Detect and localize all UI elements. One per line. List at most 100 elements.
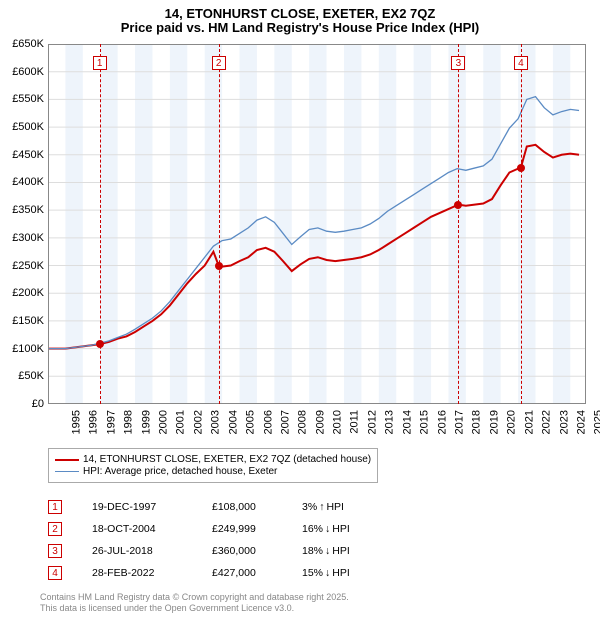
y-tick-label: £250K (2, 260, 44, 272)
title-line1: 14, ETONHURST CLOSE, EXETER, EX2 7QZ (0, 6, 600, 21)
event-hpi-pct: 3% (302, 501, 317, 513)
x-tick-label: 2009 (314, 410, 326, 434)
x-tick-label: 1996 (88, 410, 100, 434)
sale-point-dot (96, 340, 104, 348)
sale-point-dot (454, 201, 462, 209)
event-marker-3: 3 (451, 56, 465, 70)
year-band (100, 44, 117, 404)
event-marker-1: 1 (93, 56, 107, 70)
x-tick-label: 2022 (541, 410, 553, 434)
x-tick-label: 2007 (279, 410, 291, 434)
y-tick-label: £650K (2, 38, 44, 50)
legend: 14, ETONHURST CLOSE, EXETER, EX2 7QZ (de… (48, 448, 378, 483)
event-marker-box: 4 (48, 566, 62, 580)
x-tick-label: 2003 (210, 410, 222, 434)
event-vline (458, 44, 459, 404)
footer-attribution: Contains HM Land Registry data © Crown c… (40, 592, 349, 614)
x-tick-label: 1997 (105, 410, 117, 434)
x-tick-label: 2021 (523, 410, 535, 434)
x-tick-label: 2008 (297, 410, 309, 434)
x-tick-label: 2000 (158, 410, 170, 434)
legend-label: HPI: Average price, detached house, Exet… (83, 466, 277, 477)
x-tick-label: 2005 (245, 410, 257, 434)
y-tick-label: £400K (2, 176, 44, 188)
titles: 14, ETONHURST CLOSE, EXETER, EX2 7QZ Pri… (0, 0, 600, 35)
year-band (379, 44, 396, 404)
footer-line1: Contains HM Land Registry data © Crown c… (40, 592, 349, 603)
x-tick-label: 2020 (506, 410, 518, 434)
event-marker-box: 1 (48, 500, 62, 514)
event-hpi-pct: 16% (302, 523, 323, 535)
legend-swatch (55, 471, 79, 472)
x-tick-label: 2025 (593, 410, 600, 434)
legend-label: 14, ETONHURST CLOSE, EXETER, EX2 7QZ (de… (83, 454, 371, 465)
x-tick-label: 2006 (262, 410, 274, 434)
x-tick-label: 2002 (192, 410, 204, 434)
event-hpi-label: HPI (326, 501, 344, 513)
x-tick-label: 2001 (175, 410, 187, 434)
x-tick-label: 2024 (575, 410, 587, 434)
event-marker-4: 4 (514, 56, 528, 70)
event-marker-2: 2 (212, 56, 226, 70)
chart-container: 14, ETONHURST CLOSE, EXETER, EX2 7QZ Pri… (0, 0, 600, 620)
x-tick-label: 2011 (348, 410, 360, 434)
event-hpi: 16%↓HPI (302, 523, 392, 535)
x-tick-label: 2018 (471, 410, 483, 434)
y-tick-label: £450K (2, 149, 44, 161)
y-tick-label: £50K (2, 370, 44, 382)
event-date: 19-DEC-1997 (92, 501, 212, 513)
y-tick-label: £350K (2, 204, 44, 216)
event-row: 3 26-JUL-2018£360,00018%↓HPI (48, 540, 392, 562)
event-price: £427,000 (212, 567, 302, 579)
y-tick-label: £300K (2, 232, 44, 244)
event-hpi-arrow-icon: ↓ (325, 545, 330, 557)
x-tick-label: 2014 (401, 410, 413, 434)
event-hpi-pct: 18% (302, 545, 323, 557)
event-hpi: 15%↓HPI (302, 567, 392, 579)
year-band (448, 44, 465, 404)
y-tick-label: £0 (2, 398, 44, 410)
title-line2: Price paid vs. HM Land Registry's House … (0, 20, 600, 35)
event-hpi-label: HPI (332, 523, 350, 535)
year-band (344, 44, 361, 404)
x-tick-label: 2017 (454, 410, 466, 434)
event-hpi: 3%↑HPI (302, 501, 392, 513)
sale-point-dot (215, 262, 223, 270)
x-tick-label: 1995 (70, 410, 82, 434)
year-band (274, 44, 291, 404)
year-band (240, 44, 257, 404)
y-tick-label: £200K (2, 287, 44, 299)
sale-events-table: 119-DEC-1997£108,0003%↑HPI218-OCT-2004£2… (48, 496, 392, 584)
year-band (483, 44, 500, 404)
event-hpi-arrow-icon: ↑ (319, 501, 324, 513)
event-price: £360,000 (212, 545, 302, 557)
event-price: £249,999 (212, 523, 302, 535)
event-date: 26-JUL-2018 (92, 545, 212, 557)
x-tick-label: 1999 (140, 410, 152, 434)
x-tick-label: 2015 (419, 410, 431, 434)
event-row: 4 28-FEB-2022£427,00015%↓HPI (48, 562, 392, 584)
event-hpi-label: HPI (332, 567, 350, 579)
event-hpi-pct: 15% (302, 567, 323, 579)
event-date: 28-FEB-2022 (92, 567, 212, 579)
event-row: 218-OCT-2004£249,99916%↓HPI (48, 518, 392, 540)
x-tick-label: 2013 (384, 410, 396, 434)
event-row: 119-DEC-1997£108,0003%↑HPI (48, 496, 392, 518)
year-band (170, 44, 187, 404)
legend-swatch (55, 459, 79, 461)
sale-point-dot (517, 164, 525, 172)
footer-line2: This data is licensed under the Open Gov… (40, 603, 349, 614)
y-tick-label: £500K (2, 121, 44, 133)
event-hpi: 18%↓HPI (302, 545, 392, 557)
year-band (135, 44, 152, 404)
x-tick-label: 2010 (332, 410, 344, 434)
x-tick-label: 2012 (366, 410, 378, 434)
x-tick-label: 1998 (123, 410, 135, 434)
year-band (65, 44, 82, 404)
event-marker-box: 3 (48, 544, 62, 558)
y-tick-label: £550K (2, 93, 44, 105)
event-vline (100, 44, 101, 404)
year-band (414, 44, 431, 404)
chart-svg (48, 44, 586, 404)
event-hpi-label: HPI (332, 545, 350, 557)
